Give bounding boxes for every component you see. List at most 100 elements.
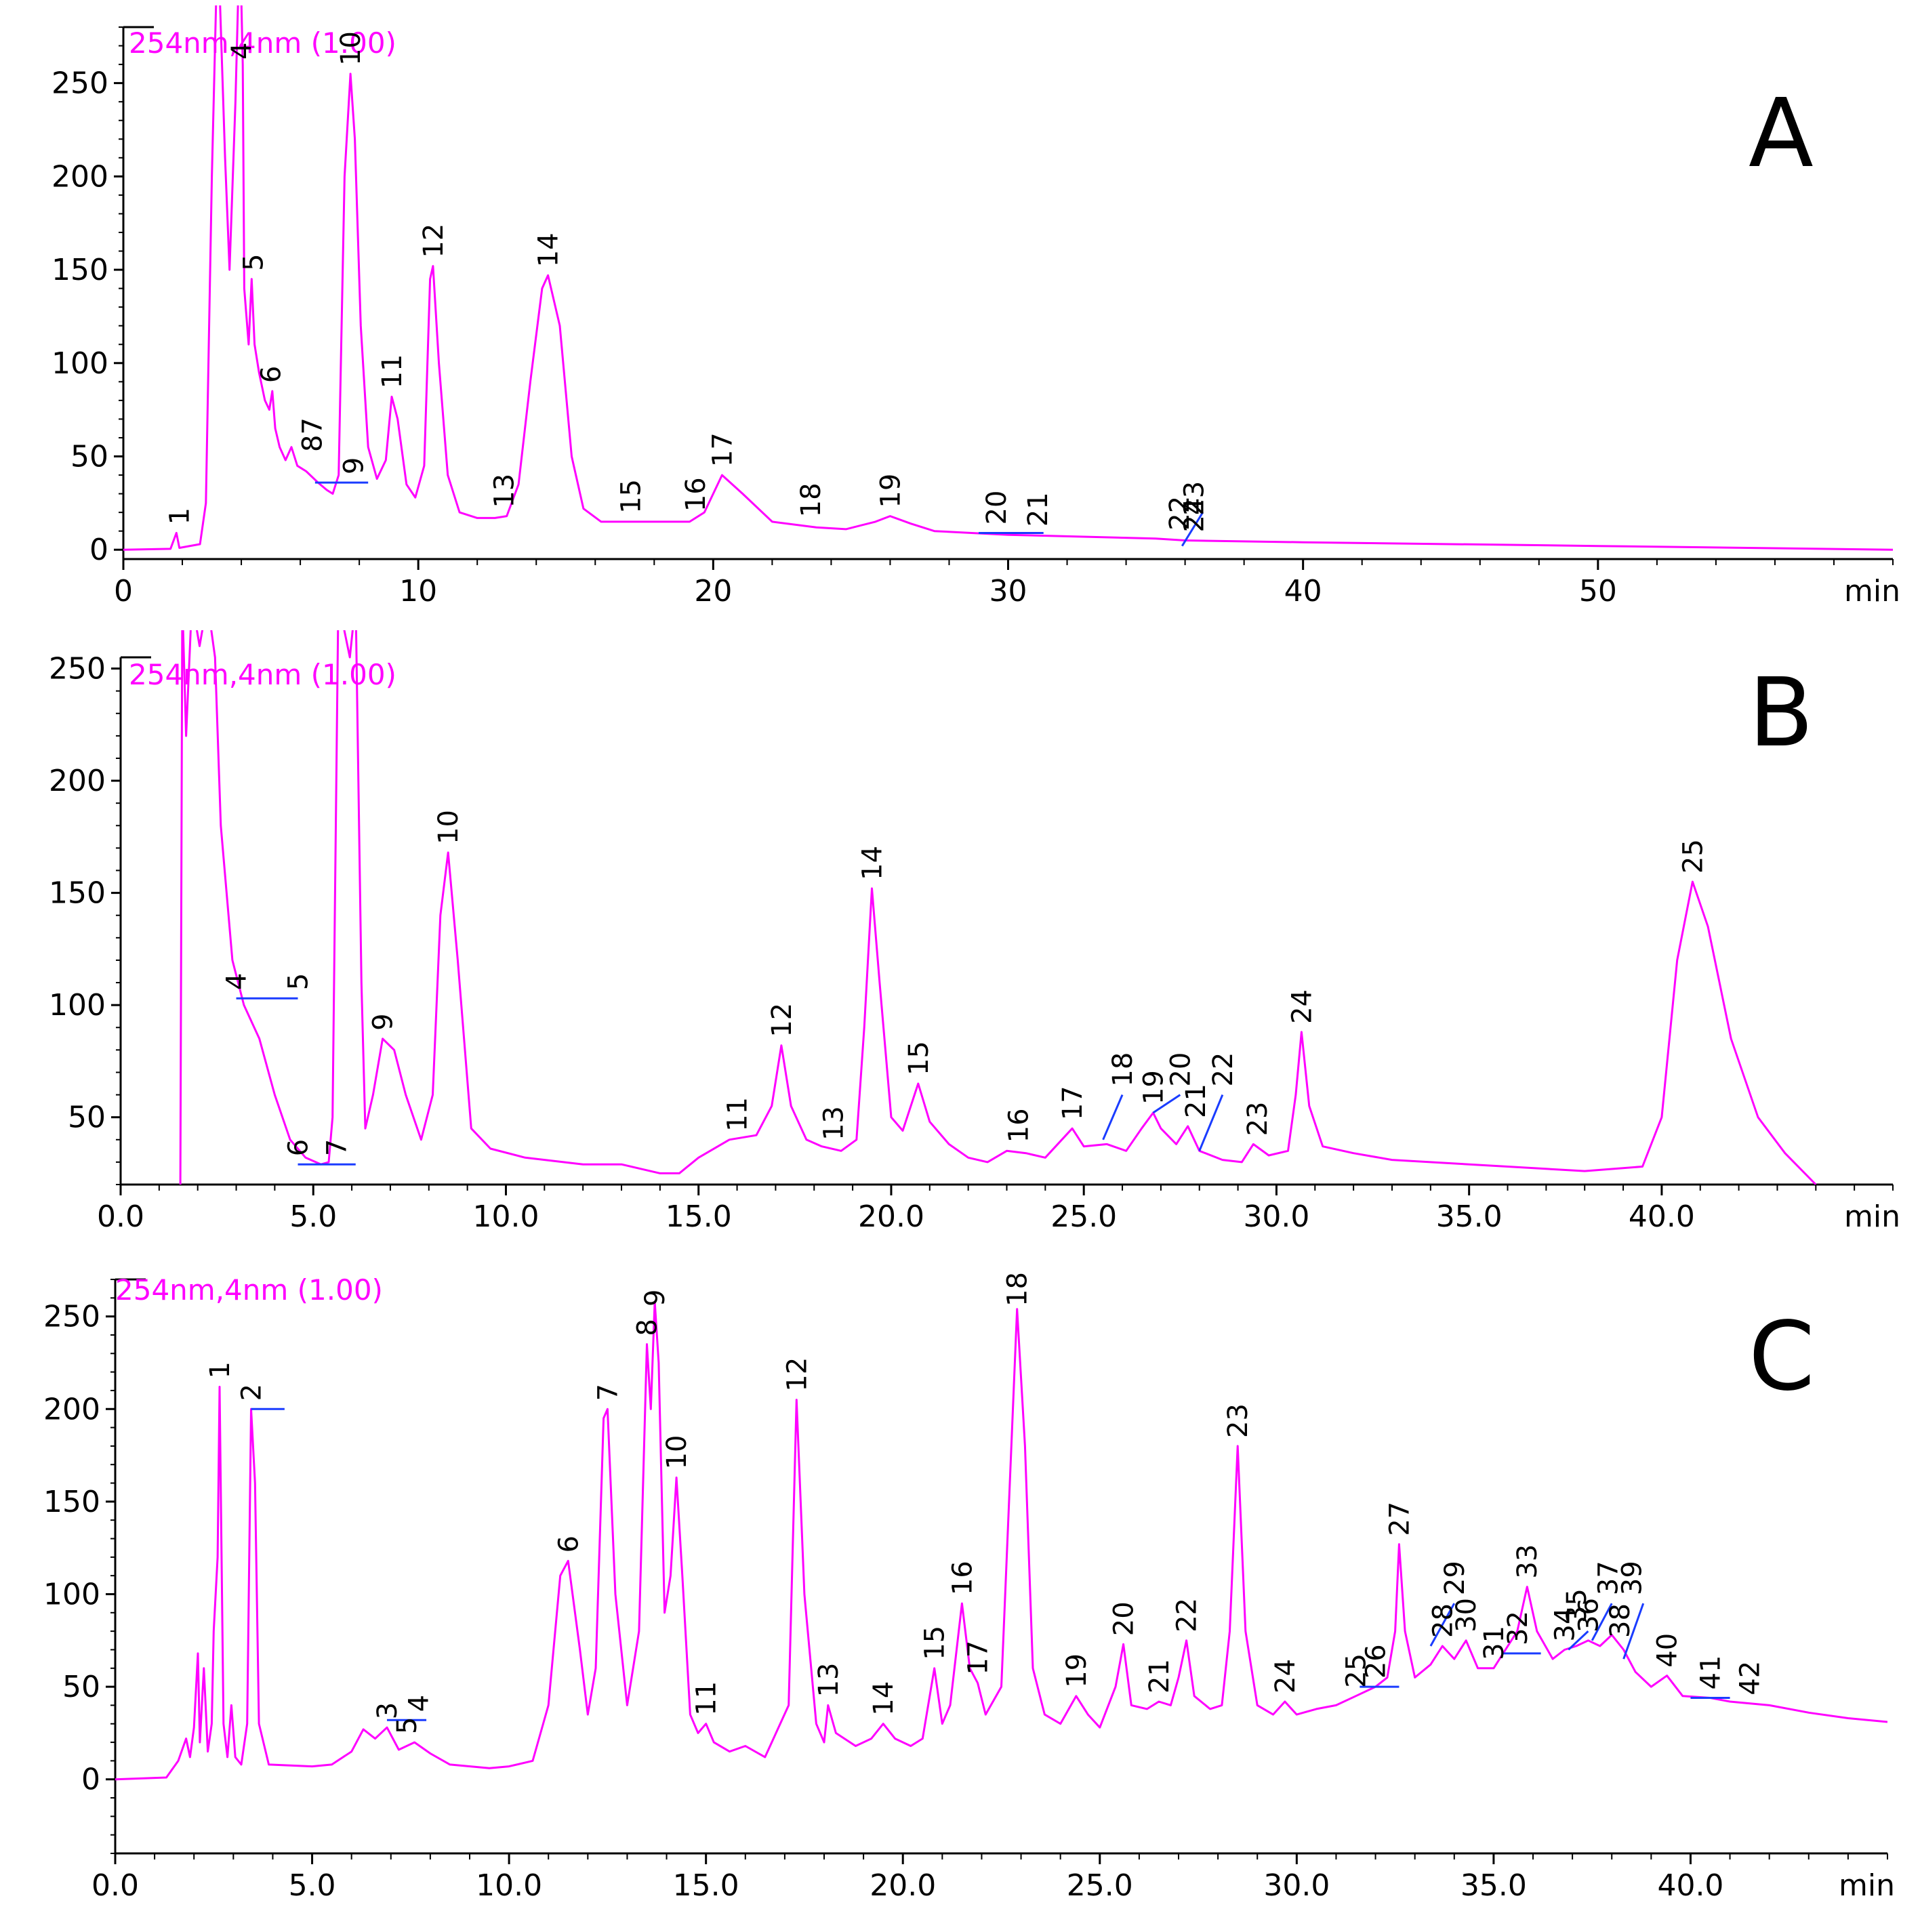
y-tick-label: 50 [68,1101,106,1135]
peak-label: 41 [1695,1656,1726,1690]
peak-label: 2 [236,1384,267,1401]
peak-label: 21 [1023,492,1054,527]
peak-label: 3 [372,1702,403,1719]
y-tick-label: 250 [43,1300,100,1334]
x-tick-label: 50 [1579,574,1617,609]
x-tick-label: 10 [399,574,437,609]
peak-label: 38 [1605,1603,1636,1638]
peak-label: 18 [1002,1272,1034,1307]
peak-label: 20 [1165,1052,1196,1087]
y-tick-label: 0 [81,1763,100,1797]
integration-mark [1152,1094,1181,1114]
peak-label: 16 [947,1561,978,1595]
y-tick-label: 200 [49,764,106,798]
peak-label: 17 [1057,1086,1088,1120]
chromatogram-trace [115,1300,1887,1781]
x-tick-label: 5.0 [289,1199,337,1234]
peak-label: 13 [813,1662,844,1697]
chromatogram-trace [179,630,1817,1185]
peak-label: 6 [283,1139,314,1156]
peak-label: 19 [875,474,906,508]
peak-label: 19 [1138,1070,1169,1105]
peak-label: 7 [321,1139,352,1156]
x-axis-unit: min [1844,1199,1900,1234]
peak-label: 23 [1223,1403,1254,1438]
peak-label: 5 [239,253,270,270]
x-tick-label: 20 [694,574,732,609]
x-tick-label: 40 [1284,574,1322,609]
peak-label: 16 [1004,1108,1035,1143]
x-tick-label: 30 [989,574,1027,609]
peak-label: 29 [1439,1561,1471,1595]
integration-mark [1568,1630,1589,1651]
peak-label: 35 [1561,1588,1593,1623]
peak-label: 20 [1109,1601,1140,1636]
peak-label: 13 [819,1106,850,1140]
detector-label: 254nm,4nm (1.00) [129,26,396,60]
peak-label: 21 [1144,1659,1175,1693]
peak-label: 22 [1172,1598,1203,1632]
peak-label: 42 [1735,1661,1766,1695]
detector-label: 254nm,4nm (1.00) [129,658,396,691]
integration-mark [1429,1603,1456,1647]
x-tick-label: 10.0 [472,1199,539,1234]
peak-label: 7 [592,1384,624,1401]
y-tick-label: 200 [52,159,108,194]
panel-letter: C [1749,1302,1815,1412]
peak-label: 12 [418,224,449,258]
y-tick-label: 50 [70,440,108,474]
x-tick-label: 30.0 [1263,1868,1330,1903]
x-tick-label: 35.0 [1461,1868,1527,1903]
peak-label: 31 [1479,1626,1510,1660]
peak-label: 11 [722,1097,754,1132]
y-tick-label: 150 [49,876,106,911]
peak-label: 14 [857,846,888,880]
peak-label: 10 [335,31,367,66]
peak-label: 14 [533,232,565,267]
peak-label: 27 [1384,1502,1415,1536]
peak-label: 33 [1512,1544,1543,1579]
peak-label: 4 [226,43,258,60]
integration-mark [1198,1094,1224,1151]
peak-label: 26 [1361,1644,1392,1679]
x-tick-label: 25.0 [1067,1868,1133,1903]
integration-mark [1102,1094,1124,1140]
peak-label: 6 [553,1536,584,1553]
x-tick-label: 25.0 [1050,1199,1117,1234]
peak-label: 15 [903,1041,935,1075]
x-tick-label: 10.0 [476,1868,542,1903]
y-tick-label: 50 [62,1670,100,1704]
y-tick-label: 250 [52,66,108,101]
x-axis-unit: min [1844,574,1900,609]
peak-label: 9 [368,1013,399,1030]
peak-label: 11 [691,1681,722,1716]
x-tick-label: 0.0 [91,1868,139,1903]
chromatogram-trace [123,5,1893,551]
panel-a: 0 50 100 150 200 250 0 10 20 30 40 50 min 254nm,4nm (… [52,5,1900,609]
peak-label: 18 [796,482,827,517]
peak-label: 22 [1208,1052,1239,1087]
x-tick-label: 15.0 [666,1199,732,1234]
peak-label: 87 [298,417,329,452]
peak-label: 8 [632,1319,663,1336]
peak-label: 17 [963,1641,994,1675]
x-tick-label: 40.0 [1629,1199,1695,1234]
peak-label: 36 [1573,1598,1604,1632]
panel-b: 50 100 150 200 250 0.0 5.0 10.0 15.0 20.0 25.0 30.0… [49,630,1900,1234]
integration-mark [1591,1603,1613,1641]
integration-mark [1622,1603,1645,1660]
integration-mark [1181,512,1204,547]
x-tick-label: 15.0 [673,1868,739,1903]
peak-label: 37 [1593,1561,1624,1595]
peak-label: 12 [767,1003,798,1037]
peak-label: 4 [222,973,253,990]
y-tick-label: 150 [43,1485,100,1519]
peak-label: 23 [1179,481,1210,516]
peak-label: 16 [680,477,712,512]
x-tick-label: 30.0 [1243,1199,1309,1234]
peak-label: 14 [868,1681,899,1716]
peak-label: 20 [981,491,1013,525]
peak-label: 1 [165,508,196,525]
